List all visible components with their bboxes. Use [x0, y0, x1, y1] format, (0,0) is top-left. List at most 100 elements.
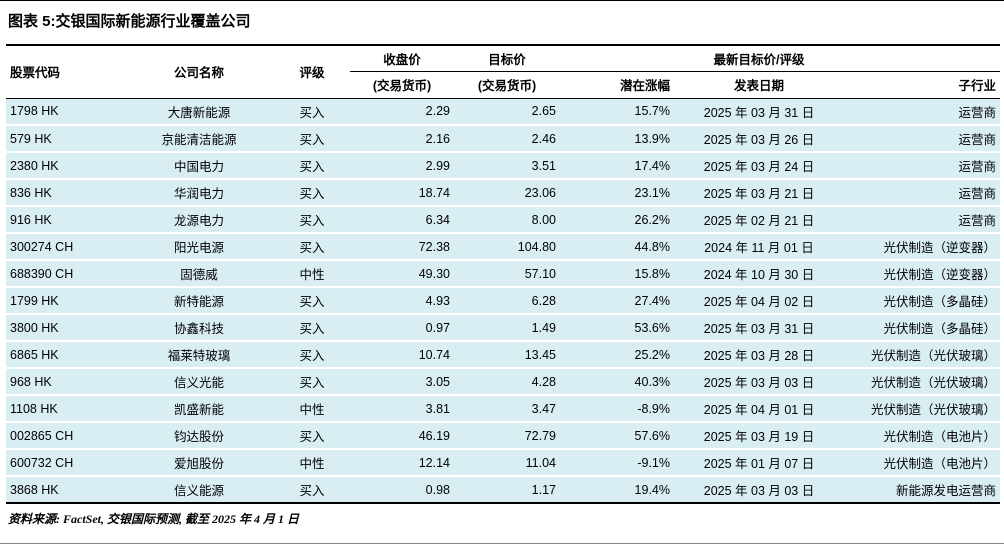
cell-target: 104.80: [454, 233, 560, 261]
cell-close: 72.38: [350, 233, 454, 261]
cell-close: 0.98: [350, 476, 454, 503]
cell-target: 2.65: [454, 98, 560, 126]
cell-code: 3868 HK: [6, 476, 124, 503]
cell-code: 579 HK: [6, 125, 124, 153]
source-note: 资料来源: FactSet, 交银国际预测, 截至 2025 年 4 月 1 日: [8, 512, 299, 526]
cell-industry: 运营商: [844, 152, 1000, 180]
cell-rating: 买入: [274, 152, 350, 180]
cell-upside: -8.9%: [560, 395, 674, 423]
cell-rating: 买入: [274, 179, 350, 207]
cell-date: 2025 年 03 月 03 日: [674, 368, 844, 396]
cell-upside: 57.6%: [560, 422, 674, 450]
cell-upside: 19.4%: [560, 476, 674, 503]
cell-upside: -9.1%: [560, 449, 674, 477]
cell-rating: 买入: [274, 368, 350, 396]
cell-close: 6.34: [350, 206, 454, 234]
cell-target: 2.46: [454, 125, 560, 153]
cell-industry: 运营商: [844, 125, 1000, 153]
header-upside-spacer: [560, 45, 674, 72]
cell-upside: 15.8%: [560, 260, 674, 288]
table-row: 3868 HK 信义能源 买入 0.98 1.17 19.4% 2025 年 03 月 03…: [6, 476, 1000, 503]
cell-rating: 买入: [274, 125, 350, 153]
header-industry-spacer: [844, 45, 1000, 72]
cell-upside: 40.3%: [560, 368, 674, 396]
cell-upside: 15.7%: [560, 98, 674, 126]
cell-date: 2025 年 04 月 01 日: [674, 395, 844, 423]
cell-close: 10.74: [350, 341, 454, 369]
cell-date: 2025 年 03 月 31 日: [674, 314, 844, 342]
header-latest-target-rating: 最新目标价/评级: [674, 45, 844, 72]
cell-industry: 运营商: [844, 98, 1000, 126]
cell-industry: 光伏制造（光伏玻璃）: [844, 368, 1000, 396]
cell-date: 2025 年 04 月 02 日: [674, 287, 844, 315]
cell-date: 2025 年 01 月 07 日: [674, 449, 844, 477]
cell-date: 2025 年 03 月 03 日: [674, 476, 844, 503]
table-row: 968 HK 信义光能 买入 3.05 4.28 40.3% 2025 年 03 月 03 …: [6, 368, 1000, 396]
cell-code: 6865 HK: [6, 341, 124, 369]
table-row: 1108 HK 凯盛新能 中性 3.81 3.47 -8.9% 2025 年 04 月 01…: [6, 395, 1000, 423]
cell-close: 3.81: [350, 395, 454, 423]
cell-close: 0.97: [350, 314, 454, 342]
cell-target: 23.06: [454, 179, 560, 207]
cell-name: 新特能源: [124, 287, 274, 315]
cell-date: 2025 年 03 月 21 日: [674, 179, 844, 207]
cell-rating: 中性: [274, 260, 350, 288]
table-row: 2380 HK 中国电力 买入 2.99 3.51 17.4% 2025 年 03 月 24…: [6, 152, 1000, 180]
cell-upside: 53.6%: [560, 314, 674, 342]
cell-rating: 买入: [274, 287, 350, 315]
header-close-price: 收盘价: [350, 45, 454, 72]
cell-code: 300274 CH: [6, 233, 124, 261]
cell-close: 3.05: [350, 368, 454, 396]
table-row: 600732 CH 爱旭股份 中性 12.14 11.04 -9.1% 2025 年 01 …: [6, 449, 1000, 477]
table-row: 3800 HK 协鑫科技 买入 0.97 1.49 53.6% 2025 年 03 月 31…: [6, 314, 1000, 342]
header-publish-date: 发表日期: [674, 71, 844, 99]
cell-close: 18.74: [350, 179, 454, 207]
cell-target: 72.79: [454, 422, 560, 450]
cell-code: 600732 CH: [6, 449, 124, 477]
cell-industry: 新能源发电运营商: [844, 476, 1000, 503]
cell-code: 1799 HK: [6, 287, 124, 315]
cell-rating: 买入: [274, 314, 350, 342]
cell-date: 2025 年 02 月 21 日: [674, 206, 844, 234]
cell-name: 协鑫科技: [124, 314, 274, 342]
table-row: 688390 CH 固德威 中性 49.30 57.10 15.8% 2024 年 10 月…: [6, 260, 1000, 288]
coverage-table: 股票代码 公司名称 评级 收盘价 目标价 最新目标价/评级 (交易货币) (交易…: [6, 44, 1000, 504]
cell-target: 4.28: [454, 368, 560, 396]
cell-target: 13.45: [454, 341, 560, 369]
cell-industry: 光伏制造（电池片）: [844, 422, 1000, 450]
cell-close: 2.99: [350, 152, 454, 180]
cell-upside: 13.9%: [560, 125, 674, 153]
cell-rating: 买入: [274, 341, 350, 369]
cell-close: 2.16: [350, 125, 454, 153]
table-row: 836 HK 华润电力 买入 18.74 23.06 23.1% 2025 年 03 月 2…: [6, 179, 1000, 207]
table-row: 1798 HK 大唐新能源 买入 2.29 2.65 15.7% 2025 年 03 月 3…: [6, 98, 1000, 126]
cell-code: 002865 CH: [6, 422, 124, 450]
cell-target: 1.49: [454, 314, 560, 342]
header-close-currency: (交易货币): [350, 71, 454, 99]
cell-name: 中国电力: [124, 152, 274, 180]
cell-industry: 运营商: [844, 206, 1000, 234]
cell-upside: 27.4%: [560, 287, 674, 315]
cell-industry: 光伏制造（多晶硅）: [844, 314, 1000, 342]
cell-rating: 买入: [274, 206, 350, 234]
cell-code: 688390 CH: [6, 260, 124, 288]
cell-target: 6.28: [454, 287, 560, 315]
cell-close: 49.30: [350, 260, 454, 288]
cell-code: 3800 HK: [6, 314, 124, 342]
table-row: 579 HK 京能清洁能源 买入 2.16 2.46 13.9% 2025 年 03 月 2…: [6, 125, 1000, 153]
cell-code: 1108 HK: [6, 395, 124, 423]
cell-date: 2025 年 03 月 26 日: [674, 125, 844, 153]
cell-date: 2024 年 11 月 01 日: [674, 233, 844, 261]
cell-target: 3.47: [454, 395, 560, 423]
cell-name: 爱旭股份: [124, 449, 274, 477]
table-row: 916 HK 龙源电力 买入 6.34 8.00 26.2% 2025 年 02 月 21 …: [6, 206, 1000, 234]
cell-target: 3.51: [454, 152, 560, 180]
cell-name: 福莱特玻璃: [124, 341, 274, 369]
cell-upside: 17.4%: [560, 152, 674, 180]
header-rating: 评级: [274, 45, 350, 99]
cell-rating: 买入: [274, 422, 350, 450]
cell-rating: 中性: [274, 395, 350, 423]
header-sub-industry: 子行业: [844, 71, 1000, 99]
cell-code: 968 HK: [6, 368, 124, 396]
